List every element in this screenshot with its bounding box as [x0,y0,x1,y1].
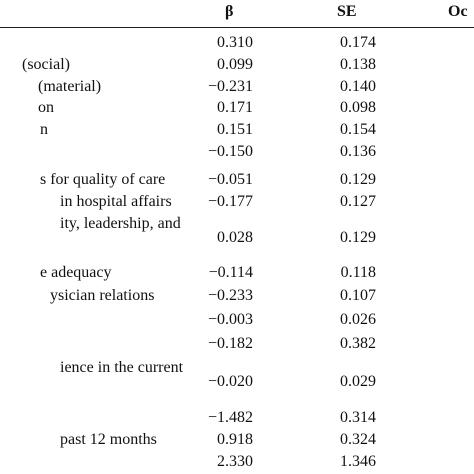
header-rule [0,27,474,28]
se-value: 0.382 [340,335,376,352]
row-label: n [40,121,48,138]
row-label: ity, leadership, and [60,215,181,232]
row-label: on [38,99,54,116]
header-other: Oc [448,3,468,20]
beta-value: −0.233 [207,287,253,304]
row-label: past 12 months [60,431,157,448]
beta-value: 0.310 [217,34,253,51]
se-value: 0.129 [340,229,376,246]
beta-value: 0.918 [217,431,253,448]
row-label: s for quality of care [40,171,166,188]
beta-value: −0.177 [207,193,253,210]
se-value: 0.136 [340,143,376,160]
beta-value: −1.482 [207,409,253,426]
beta-value: −0.231 [207,78,253,95]
row-label: ysician relations [50,287,155,304]
beta-value: 2.330 [217,453,253,470]
se-value: 1.346 [340,453,376,470]
beta-value: −0.114 [208,264,253,281]
row-label: ience in the current [60,359,184,376]
row-label: (social) [22,56,70,73]
row-label: in hospital affairs [60,193,172,210]
beta-value: −0.051 [207,171,253,188]
beta-value: 0.171 [217,99,253,116]
se-value: 0.107 [340,287,376,304]
se-value: 0.098 [340,99,376,116]
beta-value: 0.099 [217,56,253,73]
se-value: 0.140 [340,78,376,95]
se-value: 0.029 [340,373,376,390]
beta-value: −0.182 [207,335,253,352]
beta-value: 0.151 [217,121,253,138]
row-label: e adequacy [40,264,112,281]
header-beta: β [225,3,234,20]
se-value: 0.324 [340,431,376,448]
beta-value: −0.003 [207,311,253,328]
se-value: 0.314 [340,409,376,426]
beta-value: −0.020 [207,373,253,390]
se-value: 0.127 [340,193,376,210]
se-value: 0.026 [340,311,376,328]
row-label: (material) [38,78,102,95]
se-value: 0.129 [340,171,376,188]
header-se: SE [337,3,357,20]
se-value: 0.138 [340,56,376,73]
beta-value: −0.150 [207,143,253,160]
beta-value: 0.028 [217,229,253,246]
se-value: 0.118 [340,264,376,281]
se-value: 0.174 [340,34,376,51]
se-value: 0.154 [340,121,376,138]
